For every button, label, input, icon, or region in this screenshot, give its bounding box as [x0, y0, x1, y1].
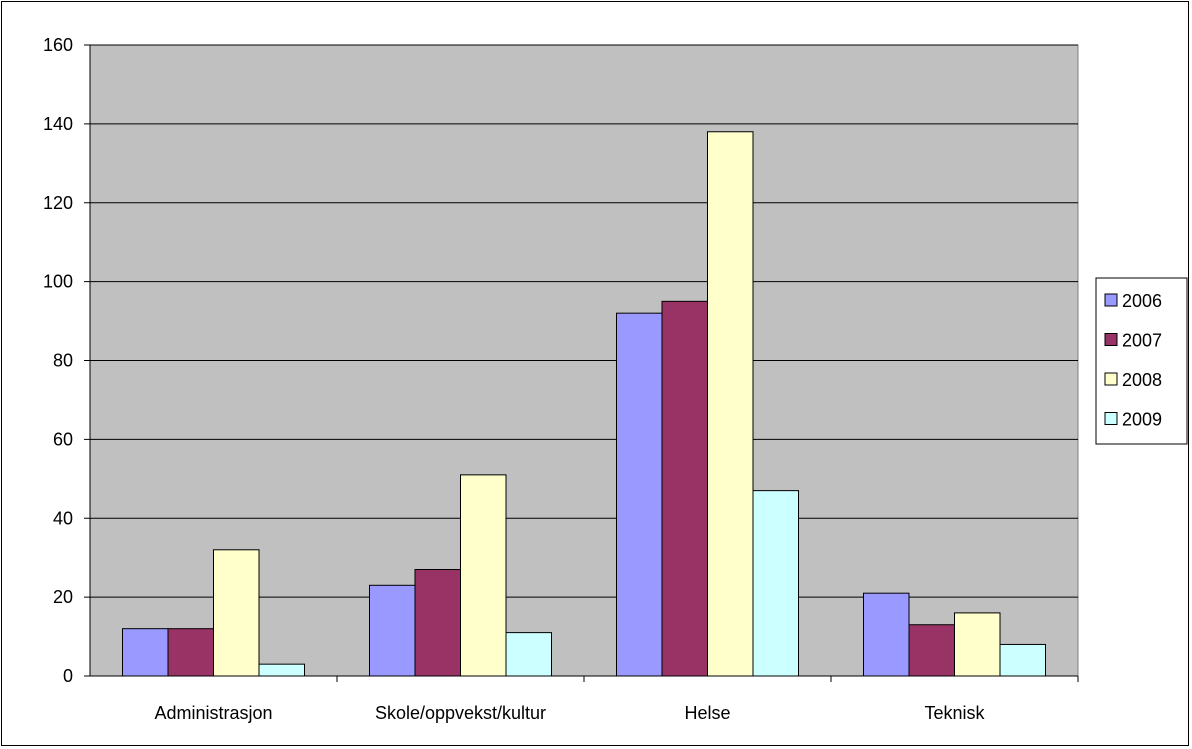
bar-2009-helse: [752, 490, 799, 677]
x-tick-label: Administrasjon: [154, 703, 272, 723]
axes: 0 20 40 60 80 100 120 140 160 Administrasjon Skole…: [43, 35, 1079, 723]
legend-label-2009: 2009: [1122, 410, 1162, 430]
legend-swatch-2008: [1104, 372, 1118, 386]
legend-swatch-2007: [1104, 333, 1118, 346]
y-tick-label: 80: [53, 351, 73, 371]
y-tick-label: 20: [53, 587, 73, 607]
x-tick-label: Skole/oppvekst/kultur: [375, 703, 546, 723]
x-tick-label: Teknisk: [924, 703, 985, 723]
legend-swatch-2009: [1104, 412, 1118, 425]
bar-2006-administrasjon: [122, 628, 169, 677]
gridlines: [90, 44, 1078, 598]
y-tick-label: 40: [53, 508, 73, 528]
y-tick-label: 140: [43, 114, 73, 134]
bar-2009-teknisk: [999, 643, 1046, 677]
bar-2006-teknisk: [863, 592, 910, 677]
bar-2009-skole-oppvekst-kultur: [505, 632, 552, 677]
bars: [122, 131, 1046, 677]
bar-2007-helse: [661, 300, 708, 677]
bar-2008-helse: [707, 131, 754, 677]
legend-label-2007: 2007: [1122, 331, 1162, 351]
legend-swatch-2006: [1104, 293, 1118, 307]
y-tick-label: 100: [43, 272, 73, 292]
bar-2007-administrasjon: [167, 628, 214, 677]
x-tick-label: Helse: [684, 703, 730, 723]
y-tick-label: 0: [63, 666, 73, 686]
y-tick-label: 120: [43, 193, 73, 213]
bar-2006-helse: [616, 312, 663, 677]
bar-2006-skole-oppvekst-kultur: [369, 584, 416, 677]
y-tick-label: 160: [43, 35, 73, 55]
y-tick-label: 60: [53, 429, 73, 449]
legend-label-2006: 2006: [1122, 291, 1162, 311]
bar-2007-skole-oppvekst-kultur: [414, 569, 461, 677]
legend-label-2008: 2008: [1122, 370, 1162, 390]
legend: 2006 2007 2008 2009: [1095, 277, 1188, 445]
bar-2009-administrasjon: [258, 663, 305, 677]
bar-2008-skole-oppvekst-kultur: [460, 474, 507, 677]
bar-2008-teknisk: [954, 612, 1001, 677]
bar-2007-teknisk: [908, 624, 955, 677]
bar-2008-administrasjon: [213, 549, 260, 677]
